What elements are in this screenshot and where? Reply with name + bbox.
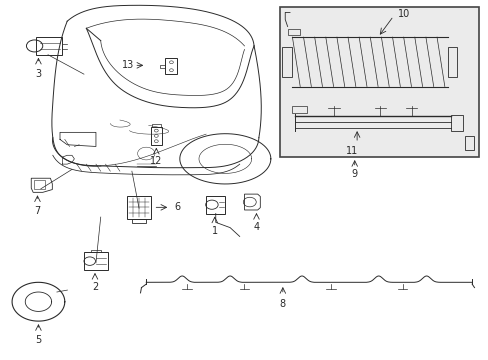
Bar <box>151 127 161 145</box>
Bar <box>84 252 108 270</box>
Text: 1: 1 <box>211 226 218 236</box>
Bar <box>127 196 151 219</box>
Bar <box>206 196 225 213</box>
Text: 12: 12 <box>150 156 162 166</box>
Bar <box>287 29 299 35</box>
Text: 11: 11 <box>346 147 358 157</box>
Bar <box>280 7 478 157</box>
Bar <box>447 47 456 77</box>
Bar <box>36 37 62 55</box>
Text: 10: 10 <box>398 9 410 19</box>
Text: 3: 3 <box>35 69 41 79</box>
Bar <box>34 180 45 189</box>
Text: 13: 13 <box>122 60 134 70</box>
Text: 5: 5 <box>35 334 41 345</box>
Text: 8: 8 <box>279 299 285 309</box>
Text: 7: 7 <box>34 207 41 216</box>
Text: 4: 4 <box>253 222 259 232</box>
Text: 9: 9 <box>351 170 357 179</box>
Text: 2: 2 <box>92 282 98 292</box>
Bar <box>165 58 177 74</box>
Bar <box>449 115 462 131</box>
Bar <box>281 47 292 77</box>
Text: 6: 6 <box>174 202 180 212</box>
Bar <box>132 219 146 223</box>
Bar <box>292 106 306 113</box>
Bar <box>464 136 472 150</box>
